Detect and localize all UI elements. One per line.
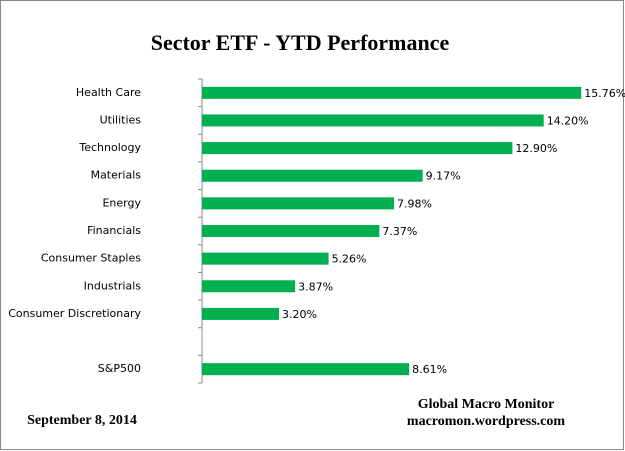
y-tick-label: Utilities [100,113,142,126]
value-label: 7.98% [397,197,432,210]
value-label: 15.76% [584,87,625,100]
bar [202,197,395,210]
y-tick-label: Health Care [76,86,141,99]
value-label: 9.17% [426,170,461,183]
y-tick-label: Industrials [84,279,142,292]
y-tick-label: Energy [102,196,141,209]
y-tick-label: Consumer Staples [41,252,141,265]
y-tick-label: S&P500 [98,362,141,375]
y-tick-label: Technology [78,141,141,154]
y-tick-label: Consumer Discretionary [8,307,141,320]
date-note: September 8, 2014 [27,413,137,428]
bar [202,169,423,182]
source-url: macromon.wordpress.com [407,414,565,429]
value-label: 7.37% [382,225,417,238]
chart-title: Sector ETF - YTD Performance [151,30,450,55]
bar [202,225,380,237]
value-label: 5.26% [332,253,367,266]
bar [202,114,544,127]
y-tick-label: Financials [87,224,141,237]
value-label: 8.61% [412,363,447,376]
bar [202,363,410,376]
bar [202,307,279,320]
source-note: Global Macro Monitor [418,397,555,412]
y-tick-label: Materials [91,169,142,182]
bar [202,280,296,293]
value-label: 12.90% [515,142,557,155]
value-label: 3.20% [282,308,317,321]
bar [202,86,582,99]
value-label: 14.20% [547,114,589,127]
bar [202,252,329,265]
bar [202,142,513,155]
value-label: 3.87% [298,280,333,293]
